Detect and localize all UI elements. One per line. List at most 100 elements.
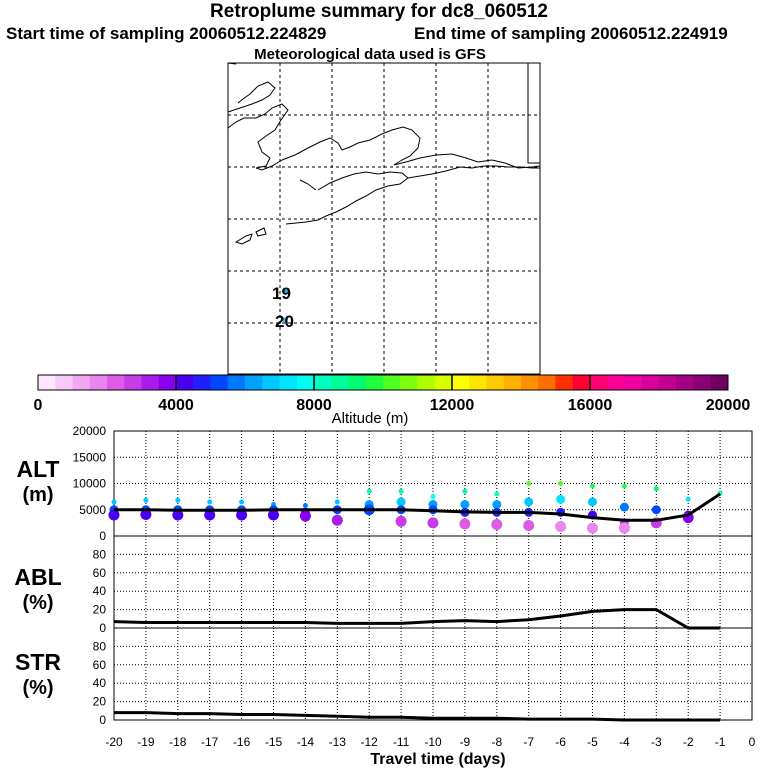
x-tick-labels: -20 -19 -18 -17 -16 -15 -14 -13 -12 -11 -10 -9 -8 -7-… (105, 735, 755, 749)
alt-scatter-point (556, 495, 565, 504)
abl-panel: 020406080 ABL (%) (14, 536, 752, 635)
alt-scatter-point (431, 494, 436, 499)
x-tick-label: -19 (137, 735, 155, 749)
colorbar-cell (711, 375, 729, 390)
alt-scatter-point (332, 515, 343, 526)
colorbar-cell (642, 375, 660, 390)
colorbar-cell (435, 375, 453, 390)
alt-y-tick-label: 20000 (73, 424, 107, 438)
alt-scatter-point (494, 492, 499, 497)
abl-ylabel-line2: (%) (22, 592, 53, 614)
colorbar-tick-12000: 12000 (430, 397, 475, 414)
alt-y-tick-label: 10000 (73, 477, 107, 491)
abl-y-tick-label: 80 (93, 547, 107, 561)
colorbar-cell (383, 375, 401, 390)
colorbar-cell (38, 375, 56, 390)
str-y-tick-labels: 0 20 40 60 80 (93, 639, 107, 727)
colorbar-cell (366, 375, 384, 390)
abl-gridlines (114, 536, 752, 628)
colorbar-cell (349, 375, 367, 390)
colorbar-cell (107, 375, 125, 390)
alt-scatter-point (396, 516, 407, 527)
x-tick-label: -20 (105, 735, 123, 749)
colorbar-cell (280, 375, 298, 390)
abl-y-tick-label: 20 (93, 603, 107, 617)
alt-scatter-point (335, 499, 340, 504)
colorbar-cells (38, 375, 728, 390)
alt-scatter-point (399, 489, 404, 494)
alt-scatter-point (428, 517, 439, 528)
x-tick-label: -12 (361, 735, 379, 749)
colorbar-tick-8000: 8000 (296, 397, 332, 414)
colorbar-cell (193, 375, 211, 390)
str-y-tick-label: 40 (93, 676, 107, 690)
alt-scatter-point (524, 497, 533, 506)
colorbar-cell (521, 375, 539, 390)
alt-y-tick-label: 0 (99, 529, 106, 543)
x-tick-label: -15 (265, 735, 283, 749)
alt-scatter-point (462, 489, 467, 494)
x-tick-label: 0 (749, 735, 756, 749)
x-tick-label: -8 (491, 735, 502, 749)
str-y-tick-label: 0 (99, 713, 106, 727)
alt-scatter-point (686, 497, 691, 502)
str-y-tick-label: 80 (93, 639, 107, 653)
colorbar-cell (211, 375, 229, 390)
trajectory-map: 19 20 (228, 63, 540, 374)
str-gridlines (114, 628, 752, 720)
alt-scatter-points (109, 481, 723, 534)
x-tick-label: -11 (393, 735, 410, 749)
colorbar-cell (694, 375, 712, 390)
colorbar-cell (245, 375, 263, 390)
colorbar-cell (556, 375, 574, 390)
alt-scatter-point (652, 505, 661, 514)
colorbar-cell (314, 375, 332, 390)
colorbar-cell (590, 375, 608, 390)
colorbar-cell (159, 375, 177, 390)
alt-scatter-point (460, 500, 469, 509)
colorbar-cell (55, 375, 73, 390)
colorbar-tick-4000: 4000 (158, 397, 194, 414)
alt-y-tick-labels: 0 5000 10000 15000 20000 (73, 424, 107, 543)
abl-line (114, 610, 720, 628)
alt-scatter-point (143, 498, 148, 503)
alt-scatter-point (112, 499, 117, 504)
x-tick-label: -13 (329, 735, 347, 749)
alt-scatter-point (620, 503, 629, 512)
retroplume-figure: 19 20 0 4000 8000 12000 16000 20000 Alti… (0, 0, 768, 768)
str-panel: 020406080 STR (%) -20 -19 -18 -17 -16 -15 -14-… (15, 628, 756, 768)
x-tick-label: -4 (619, 735, 630, 749)
alt-scatter-point (526, 481, 531, 486)
colorbar-cell (142, 375, 160, 390)
alt-ylabel-line2: (m) (22, 484, 53, 506)
colorbar-label: Altitude (m) (332, 410, 409, 427)
colorbar-cell (504, 375, 522, 390)
colorbar-tick-0: 0 (34, 397, 43, 414)
colorbar-cell (538, 375, 556, 390)
x-tick-label: -3 (651, 735, 662, 749)
x-tick-label: -18 (169, 735, 187, 749)
colorbar-cell (262, 375, 280, 390)
colorbar-cell (331, 375, 349, 390)
colorbar-cell (607, 375, 625, 390)
x-tick-label: -1 (715, 735, 726, 749)
colorbar-cell (418, 375, 436, 390)
alt-scatter-point (175, 498, 180, 503)
colorbar-cell (573, 375, 591, 390)
x-tick-label: -17 (201, 735, 219, 749)
abl-y-tick-label: 40 (93, 584, 107, 598)
x-axis-label: Travel time (days) (370, 751, 505, 768)
str-y-tick-label: 60 (93, 658, 107, 672)
abl-y-tick-label: 60 (93, 566, 107, 580)
alt-scatter-point (555, 521, 566, 532)
x-tick-label: -5 (587, 735, 598, 749)
x-tick-label: -10 (424, 735, 442, 749)
colorbar-cell (400, 375, 418, 390)
alt-scatter-point (558, 481, 563, 486)
alt-scatter-point (367, 489, 372, 494)
alt-scatter-point (622, 484, 627, 489)
str-line (114, 713, 720, 720)
x-tick-label: -6 (555, 735, 566, 749)
colorbar-cell (452, 375, 470, 390)
colorbar-cell (297, 375, 315, 390)
